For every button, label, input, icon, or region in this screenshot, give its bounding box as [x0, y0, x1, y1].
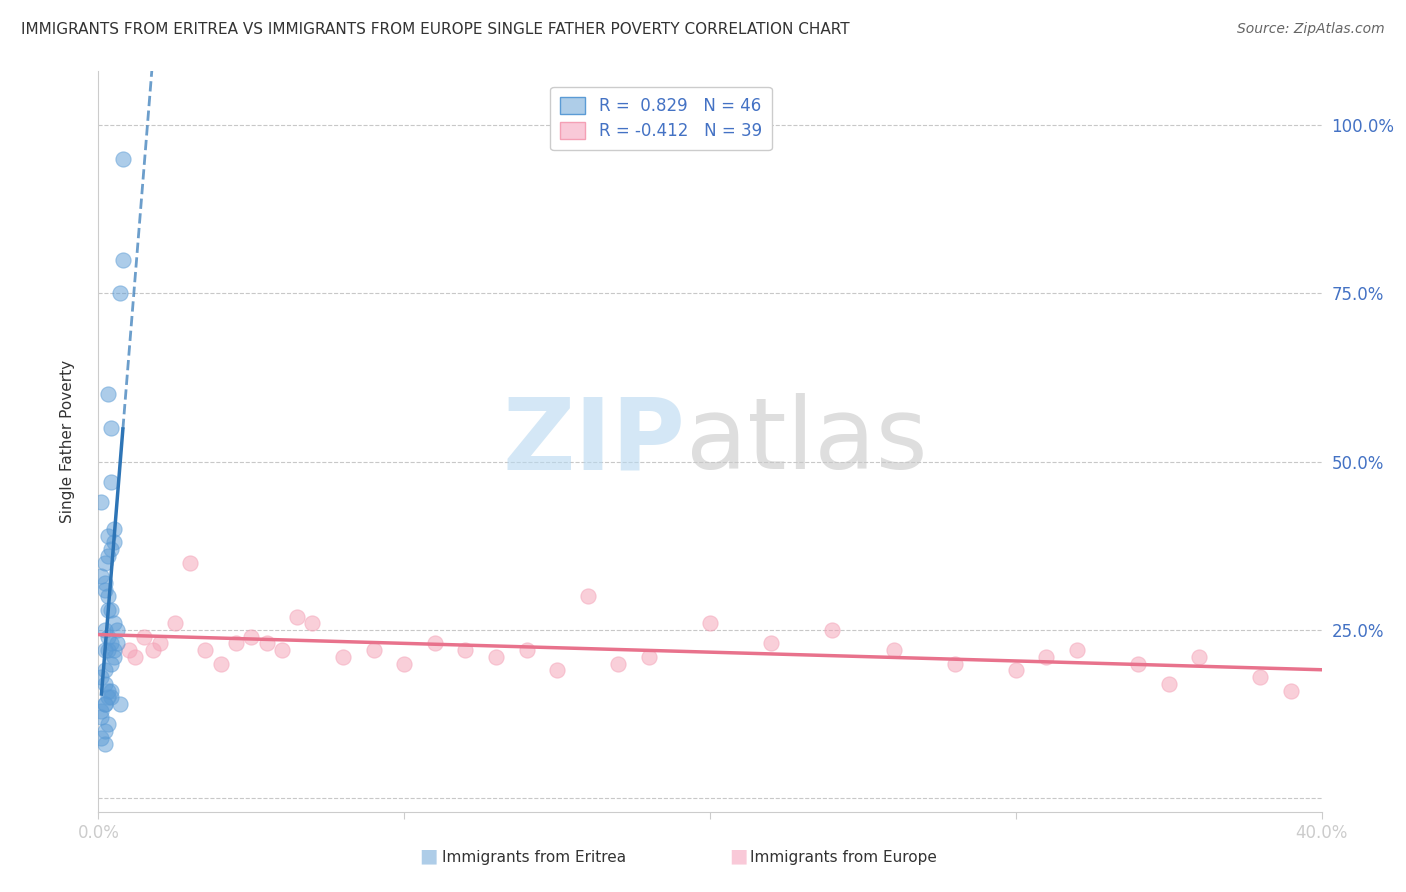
Point	[103, 616, 125, 631]
Legend: R =  0.829   N = 46, R = -0.412   N = 39: R = 0.829 N = 46, R = -0.412 N = 39	[550, 87, 772, 150]
Point	[90, 710, 112, 724]
Point	[1279, 683, 1302, 698]
Point	[1066, 643, 1088, 657]
Point	[111, 152, 134, 166]
Text: Immigrants from Europe: Immigrants from Europe	[751, 850, 936, 865]
Point	[108, 697, 131, 711]
Point	[142, 643, 165, 657]
Point	[1249, 670, 1271, 684]
Point	[392, 657, 416, 671]
Point	[103, 649, 125, 664]
Point	[105, 623, 128, 637]
Point	[97, 603, 120, 617]
Point	[285, 609, 308, 624]
Point	[93, 623, 115, 637]
Point	[97, 590, 120, 604]
Point	[93, 677, 115, 691]
Point	[97, 717, 120, 731]
Point	[97, 529, 120, 543]
Point	[93, 738, 115, 752]
Point	[97, 549, 120, 563]
Point	[97, 643, 120, 657]
Point	[90, 704, 112, 718]
Point	[423, 636, 446, 650]
Point	[1035, 649, 1057, 664]
Text: atlas: atlas	[686, 393, 927, 490]
Point	[93, 575, 115, 590]
Point	[124, 649, 146, 664]
Point	[103, 643, 125, 657]
Point	[93, 723, 115, 738]
Point	[485, 649, 508, 664]
Point	[90, 495, 112, 509]
Point	[163, 616, 186, 631]
Point	[240, 630, 263, 644]
Point	[103, 522, 125, 536]
Point	[93, 556, 115, 570]
Point	[108, 286, 131, 301]
Point	[93, 697, 115, 711]
Point	[90, 670, 112, 684]
Y-axis label: Single Father Poverty: Single Father Poverty	[60, 360, 75, 523]
Point	[1004, 664, 1026, 678]
Point	[118, 643, 141, 657]
Point	[883, 643, 905, 657]
Point	[179, 556, 201, 570]
Text: ZIP: ZIP	[503, 393, 686, 490]
Point	[97, 690, 120, 705]
Point	[103, 535, 125, 549]
Point	[93, 664, 115, 678]
Point	[699, 616, 721, 631]
Point	[1188, 649, 1211, 664]
Point	[100, 636, 122, 650]
Point	[607, 657, 630, 671]
Point	[301, 616, 323, 631]
Point	[93, 697, 115, 711]
Point	[90, 731, 112, 745]
Point	[100, 542, 122, 557]
Point	[759, 636, 782, 650]
Point	[100, 683, 122, 698]
Point	[194, 643, 217, 657]
Point	[209, 657, 232, 671]
Point	[93, 643, 115, 657]
Point	[943, 657, 966, 671]
Point	[149, 636, 172, 650]
Point	[97, 683, 120, 698]
Text: Source: ZipAtlas.com: Source: ZipAtlas.com	[1237, 22, 1385, 37]
Point	[100, 657, 122, 671]
Point	[516, 643, 538, 657]
Point	[100, 690, 122, 705]
Point	[454, 643, 477, 657]
Point	[1128, 657, 1150, 671]
Point	[270, 643, 292, 657]
Point	[134, 630, 156, 644]
Point	[90, 569, 112, 583]
Point	[1157, 677, 1180, 691]
Point	[97, 630, 120, 644]
Point	[105, 636, 128, 650]
Point	[332, 649, 354, 664]
Point	[363, 643, 385, 657]
Text: ■: ■	[419, 847, 439, 865]
Point	[225, 636, 247, 650]
Text: IMMIGRANTS FROM ERITREA VS IMMIGRANTS FROM EUROPE SINGLE FATHER POVERTY CORRELAT: IMMIGRANTS FROM ERITREA VS IMMIGRANTS FR…	[21, 22, 849, 37]
Point	[93, 582, 115, 597]
Point	[576, 590, 599, 604]
Point	[546, 664, 568, 678]
Point	[100, 603, 122, 617]
Point	[256, 636, 278, 650]
Point	[97, 387, 120, 401]
Point	[100, 475, 122, 489]
Point	[637, 649, 661, 664]
Text: ■: ■	[728, 847, 748, 865]
Point	[100, 421, 122, 435]
Point	[111, 252, 134, 267]
Point	[821, 623, 844, 637]
Text: Immigrants from Eritrea: Immigrants from Eritrea	[443, 850, 626, 865]
